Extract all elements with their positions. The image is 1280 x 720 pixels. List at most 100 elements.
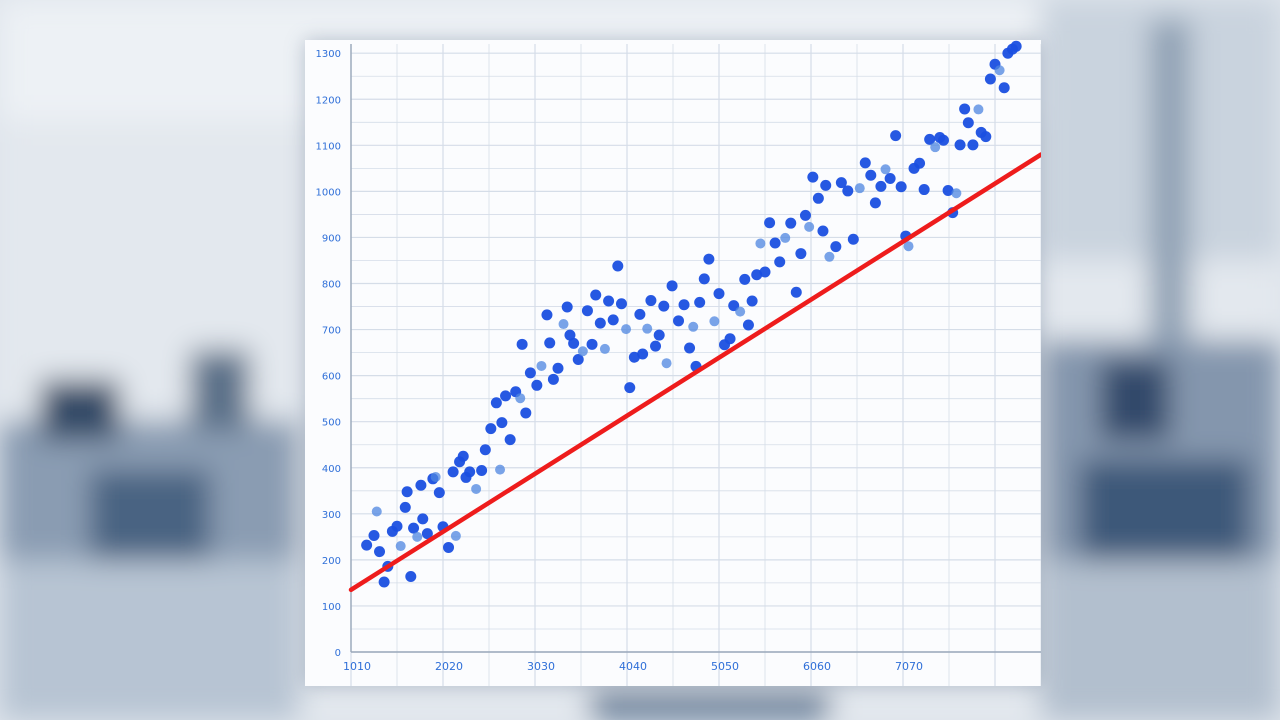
data-point [615,298,627,310]
data-point [795,248,807,260]
trend-line-layer [348,152,1041,593]
data-point [951,188,962,199]
data-point [621,324,632,335]
data-point [541,309,553,321]
data-point [918,184,930,196]
data-point [624,382,636,394]
data-point [820,179,832,191]
data-point [790,286,802,298]
x-tick-label: 2020 [435,660,463,673]
data-point [830,241,842,253]
y-tick-label: 1000 [316,187,341,198]
data-point [865,169,877,181]
data-point [391,520,403,532]
data-point [980,131,992,143]
data-point [637,348,649,360]
data-point [485,423,497,435]
data-point [973,104,984,115]
x-axis-tick-labels: 1010 2020 3030 4040 5050 6060 7070 [343,660,923,673]
data-point [824,251,835,262]
data-point [536,360,547,371]
data-point [799,209,811,221]
data-point [937,134,949,146]
data-point [561,301,573,313]
x-tick-label: 5050 [711,660,739,673]
data-point [703,253,715,265]
data-point [924,133,936,145]
data-point [780,232,791,243]
data-point [739,273,751,285]
scatter-chart: 0 100 200 300 400 500 600 700 800 900 1000 1100 1200… [316,40,1041,686]
data-point [769,237,781,249]
y-tick-label: 100 [322,602,341,613]
data-point [577,346,588,357]
data-point [599,343,610,354]
data-point [930,142,941,153]
data-point [673,315,685,327]
data-point [447,466,459,478]
data-points [361,40,1022,588]
data-point [371,506,382,517]
data-point [515,393,526,404]
x-tick-label: 6060 [803,660,831,673]
data-point [476,465,488,477]
data-point [399,501,411,513]
data-point [378,576,390,588]
data-point [417,513,429,525]
x-tick-label: 4040 [619,660,647,673]
data-point [361,539,373,551]
data-point [642,323,653,334]
data-point [603,295,615,307]
data-point [464,466,476,478]
data-point [812,192,824,204]
data-point [764,217,776,229]
grid [350,44,1041,686]
data-point [959,103,971,115]
data-point [564,329,576,341]
data-point [724,333,736,345]
data-point [645,295,657,307]
data-point [859,157,871,169]
data-point [471,483,482,494]
data-point [869,197,881,209]
data-point [746,295,758,307]
data-point [914,157,926,169]
data-point [658,300,670,312]
data-point [558,319,569,330]
trend-line [348,152,1041,593]
data-point [994,65,1005,76]
y-tick-label: 1200 [316,95,341,106]
data-point [998,82,1010,94]
data-point [430,471,441,482]
axes [350,44,1041,653]
data-point [581,305,593,317]
data-point [479,444,491,456]
data-point [759,266,771,278]
data-point [854,183,865,194]
data-point [709,316,720,327]
data-point [531,379,543,391]
data-point [785,217,797,229]
data-point [412,531,423,542]
data-point [450,530,461,541]
data-point [984,73,996,85]
data-point [903,241,914,252]
data-point [884,172,896,184]
data-point [880,164,891,175]
data-point [751,269,763,281]
y-tick-label: 1100 [316,141,341,152]
data-point [520,407,532,419]
data-point [586,338,598,350]
data-point [572,354,584,366]
data-point [421,528,433,540]
data-point [368,529,380,541]
data-point [544,337,556,349]
y-tick-label: 200 [322,556,341,567]
y-tick-label: 400 [322,464,341,475]
y-tick-label: 600 [322,372,341,383]
x-tick-label: 7070 [895,660,923,673]
data-point [890,130,902,142]
data-point [807,171,819,183]
data-point [661,358,672,369]
data-point [594,317,606,329]
